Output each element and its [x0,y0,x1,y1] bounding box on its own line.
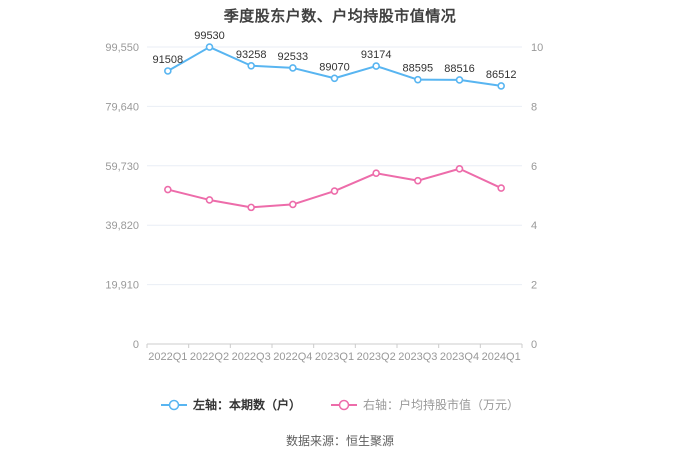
left-axis-tick-label: 59,730 [105,161,139,173]
left-axis-tick-label: 0 [133,339,139,351]
data-point-label: 93258 [236,49,267,61]
chart-title: 季度股东户数、户均持股市值情况 [223,8,457,25]
data-point[interactable] [247,203,255,212]
data-point[interactable] [497,184,505,192]
data-point-label: 91508 [153,54,184,66]
data-point[interactable] [330,74,339,83]
data-point-label: 88595 [403,63,434,75]
right-axis-tick-label: 6 [531,161,537,173]
data-point[interactable] [205,196,214,204]
left-axis-tick-label: 79,640 [105,101,139,113]
right-axis-tick-label: 8 [531,101,537,113]
data-point-label: 93174 [361,49,392,61]
data-point[interactable] [372,169,380,178]
x-axis-category-label: 2022Q4 [273,351,312,363]
legend-item-label: 左轴：本期数（户） [192,398,301,412]
data-point[interactable] [497,82,505,90]
right-axis-tick-label: 10 [531,42,543,54]
data-point[interactable] [164,67,172,75]
x-axis-category-label: 2022Q3 [232,351,271,363]
line-chart: 0 19,910 39,820 59,730 79,640 99,550 0 2 4 6 8 10 20… [105,30,543,363]
data-point-label: 89070 [319,61,350,73]
legend: 左轴：本期数（户） 右轴：户均持股市值（万元） [0,396,680,413]
right-axis-tick-label: 4 [531,220,537,232]
data-point[interactable] [414,75,422,84]
data-point[interactable] [164,185,172,194]
data-point-label: 88516 [444,63,475,75]
x-axis-category-label: 2023Q1 [315,351,354,363]
line-series-icon [160,399,187,410]
left-axis-tick-label: 99,550 [105,42,139,54]
data-point-label: 92533 [278,51,309,63]
line-series-icon [331,399,357,410]
left-axis-tick-label: 39,820 [105,220,139,232]
legend-item-shareholder-count[interactable]: 左轴：本期数（户） [160,396,301,413]
data-point[interactable] [372,62,380,70]
data-point[interactable] [289,200,297,209]
data-point[interactable] [455,164,464,173]
data-point[interactable] [205,43,214,51]
x-axis-category-label: 2023Q4 [440,351,479,363]
data-point[interactable] [414,176,422,185]
data-point-label: 99530 [194,30,225,42]
legend-item-market-value-per-holder[interactable]: 右轴：户均持股市值（万元） [331,396,519,413]
x-axis-category-label: 2022Q1 [148,351,187,363]
data-point[interactable] [330,187,339,195]
x-axis-category-label: 2022Q2 [190,351,229,363]
data-point[interactable] [455,76,464,84]
right-axis-tick-label: 0 [531,339,537,351]
x-axis-category-label: 2023Q2 [357,351,396,363]
right-axis-tick-label: 2 [531,280,537,292]
x-axis-category-label: 2024Q1 [482,351,521,363]
data-point[interactable] [289,64,297,72]
left-axis-tick-label: 19,910 [105,280,139,292]
x-axis-category-label: 2023Q3 [398,351,437,363]
legend-item-label: 右轴：户均持股市值（万元） [363,398,520,412]
data-point-label: 86512 [486,69,517,81]
data-source: 数据来源：恒生聚源 [285,434,394,448]
data-point[interactable] [247,61,255,70]
